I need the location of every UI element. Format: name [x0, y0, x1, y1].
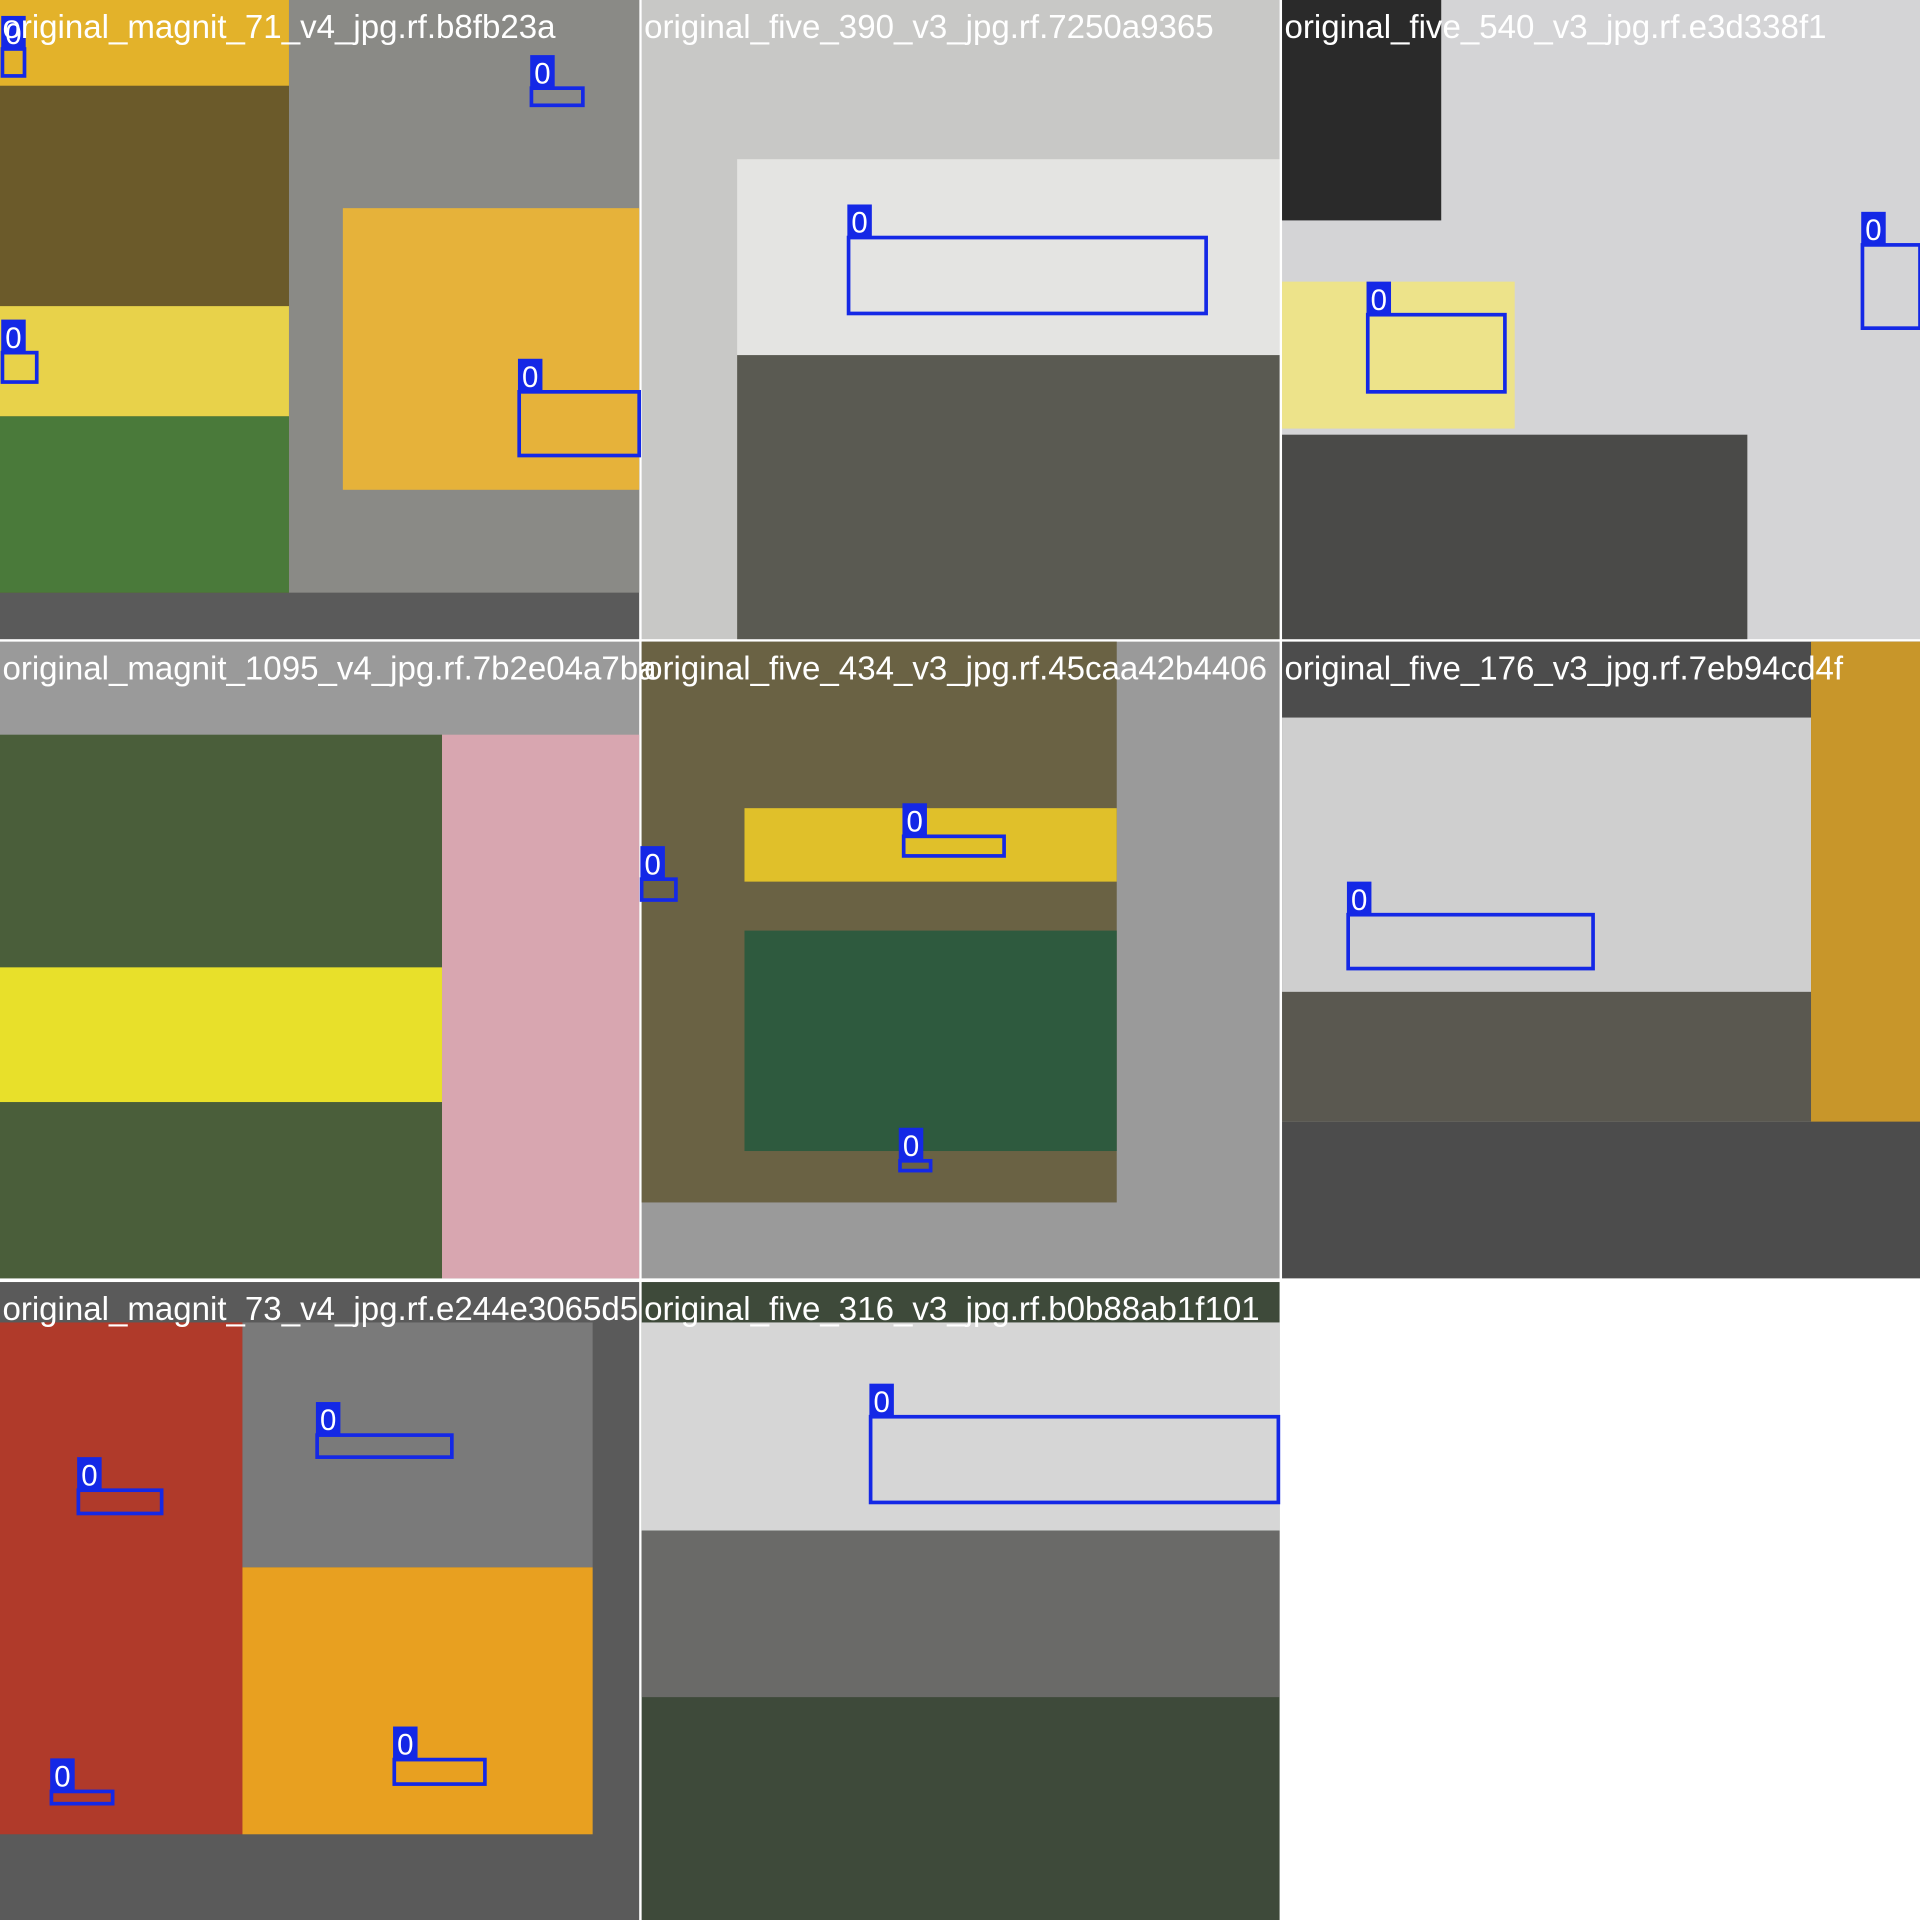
tile-filename: original_magnit_1095_v4_jpg.rf.7b2e04a7b…	[2, 651, 657, 688]
bounding-box	[1346, 912, 1595, 971]
box-label: 0	[873, 1386, 889, 1419]
label-bg	[1366, 281, 1392, 315]
tile-filename: original_five_540_v3_jpg.rf.e3d338f1	[1284, 9, 1826, 46]
label-bg	[1861, 211, 1886, 245]
photo	[641, 1322, 1280, 1531]
tile-filename: original_five_176_v3_jpg.rf.7eb94cd4f	[1284, 651, 1843, 688]
label-bg	[1, 15, 26, 49]
photo	[0, 416, 289, 593]
photo	[242, 1322, 593, 1568]
photo	[0, 306, 289, 417]
photo	[0, 967, 443, 1103]
box-label: 0	[1371, 284, 1387, 317]
photo	[0, 0, 289, 86]
box-label: 0	[81, 1459, 97, 1492]
tile-filename: original_five_390_v3_jpg.rf.7250a9365	[644, 9, 1214, 46]
label-bg	[1, 319, 26, 353]
photo	[737, 159, 1280, 356]
box-label: 0	[320, 1404, 336, 1437]
box-label: 0	[1351, 884, 1367, 917]
bounding-box	[49, 1789, 115, 1806]
label-bg	[77, 1457, 102, 1491]
bounding-box	[529, 86, 585, 108]
tile-filename: original_magnit_71_v4_jpg.rf.b8fb23a	[2, 9, 556, 46]
bounding-box	[76, 1488, 164, 1516]
box-label: 0	[5, 322, 21, 355]
bounding-box	[517, 390, 642, 458]
label-bg	[1346, 881, 1372, 915]
tile-filename: original_five_316_v3_jpg.rf.b0b88ab1f101	[644, 1291, 1260, 1328]
bounding-box	[1860, 243, 1920, 330]
photo	[1282, 0, 1442, 221]
photo	[737, 355, 1280, 640]
box-label: 0	[54, 1761, 70, 1794]
photo	[641, 1530, 1280, 1698]
photo	[1811, 641, 1920, 1122]
box-label: 0	[644, 848, 660, 881]
photo	[342, 208, 640, 490]
box-label: 0	[1865, 214, 1881, 247]
tile-filename: original_five_434_v3_jpg.rf.45caa42b4406	[644, 651, 1267, 688]
tile-filename: original_magnit_73_v4_jpg.rf.e244e3065d5	[2, 1291, 638, 1328]
label-bg	[869, 1383, 894, 1417]
box-label: 0	[522, 361, 538, 394]
photo	[744, 930, 1117, 1152]
bounding-box	[1365, 312, 1507, 394]
photo	[442, 734, 640, 1279]
photo	[744, 808, 1117, 882]
detections: 0 0 0 0 0 0 0 0 0 0 0 0 0 0 0 0	[0, 15, 1920, 1806]
box-label: 0	[903, 1130, 919, 1163]
photo	[1282, 991, 1812, 1122]
box-label: 0	[534, 57, 550, 90]
box-label: 0	[5, 18, 21, 51]
bounding-box	[868, 1414, 1281, 1505]
bounding-box	[392, 1757, 487, 1786]
box-label: 0	[907, 805, 923, 838]
label-bg	[315, 1402, 341, 1436]
label-bg	[902, 803, 927, 837]
photo	[242, 1567, 593, 1835]
photo	[1282, 434, 1748, 640]
bounding-box	[315, 1433, 454, 1459]
label-bg	[393, 1726, 418, 1760]
label-bg	[517, 358, 543, 392]
bounding-box	[846, 235, 1208, 316]
box-label: 0	[851, 207, 867, 240]
label-bg	[50, 1758, 75, 1792]
label-bg	[847, 204, 872, 238]
bounding-box	[901, 834, 1006, 858]
label-bg	[898, 1127, 924, 1161]
label-bg	[530, 55, 555, 89]
photo	[0, 1322, 243, 1835]
box-label: 0	[397, 1729, 413, 1762]
label-bg	[640, 846, 665, 880]
photo	[1282, 281, 1515, 429]
